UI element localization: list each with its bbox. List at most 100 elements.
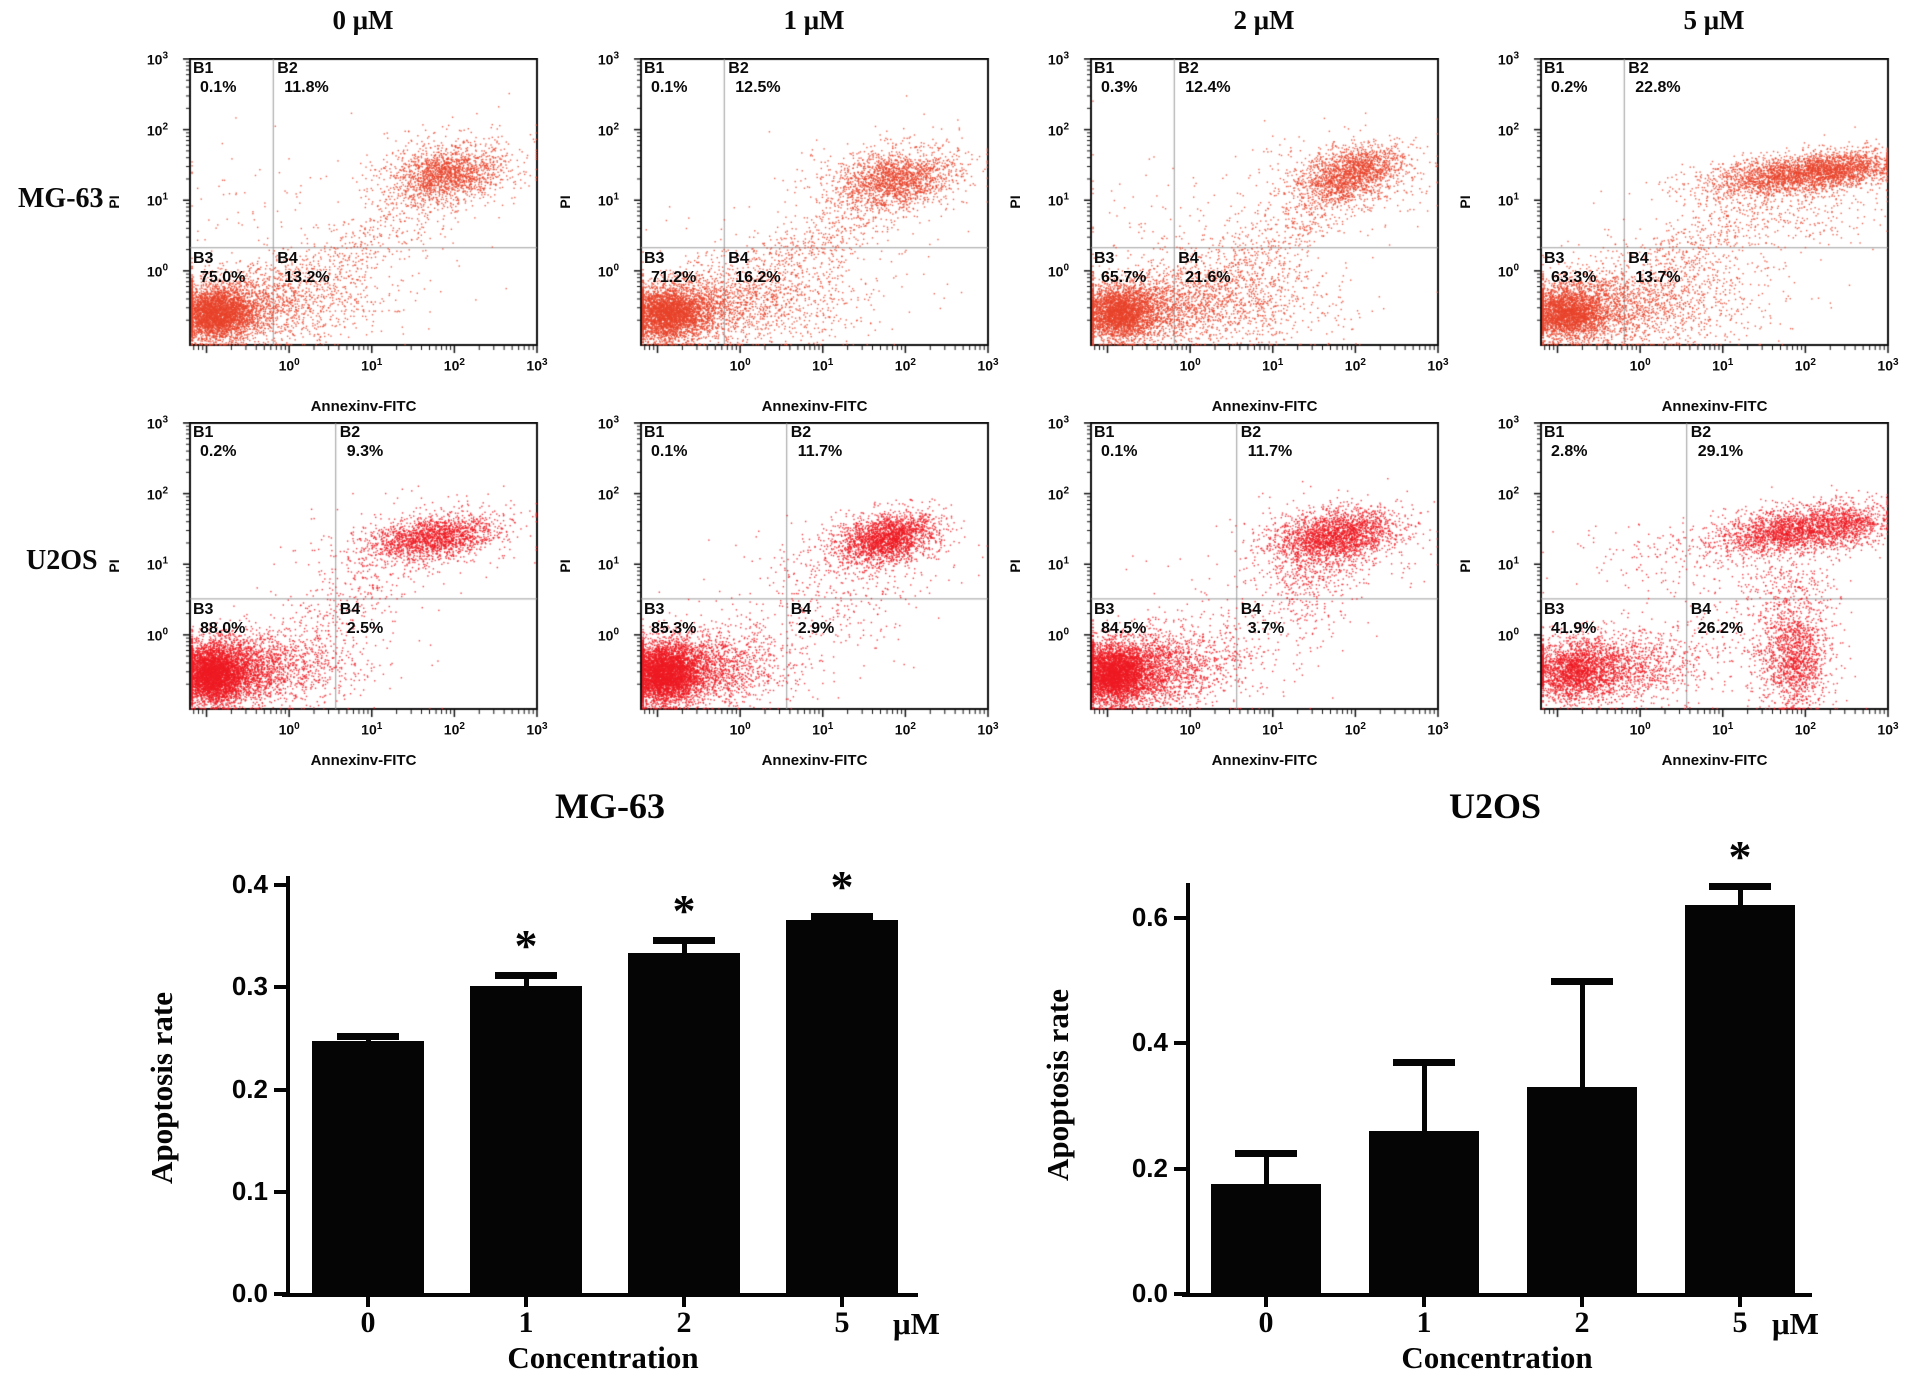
y-axis-tick-label: 101 xyxy=(146,191,168,209)
y-axis-tick-label: 101 xyxy=(1047,555,1069,573)
error-bar-line xyxy=(1579,980,1585,1090)
unit-label-uM: μM xyxy=(893,1306,940,1341)
x-axis-title-annexin: Annexinv-FITC xyxy=(761,752,868,769)
x-axis-tick-label: 103 xyxy=(1427,357,1449,374)
x-axis-tick-label: 102 xyxy=(1344,357,1366,374)
significance-star: * xyxy=(514,920,538,972)
y-axis-tick xyxy=(1174,1292,1186,1296)
error-bar-line xyxy=(523,975,529,989)
bar-2uM xyxy=(628,952,740,1294)
quadrant-label-B4: B4 xyxy=(790,600,812,618)
quadrant-pct-B1: 0.1% xyxy=(651,79,688,96)
flow-panel-U2OS-1μM: B1 0.1% B2 11.7% B3 85.3% B4 2.9% 103 102 101 100 10… xyxy=(557,415,999,769)
error-bar-line xyxy=(1737,886,1743,908)
y-axis-tick-label: 100 xyxy=(597,626,619,644)
y-axis-tick-label: 101 xyxy=(1047,191,1069,209)
flow-scatter-canvas xyxy=(1525,422,1892,737)
quadrant-label-B4: B4 xyxy=(1690,600,1712,618)
y-axis-tick-label: 103 xyxy=(1047,414,1069,432)
flow-scatter-canvas xyxy=(1075,58,1442,373)
y-axis-tick-label: 102 xyxy=(1047,485,1069,502)
quadrant-label-B2: B2 xyxy=(728,60,749,77)
quadrant-pct-B3: 85.3% xyxy=(651,619,697,637)
error-bar-cap xyxy=(652,937,716,945)
x-axis-tick-label: 101 xyxy=(1262,721,1284,738)
x-axis-line xyxy=(282,1293,918,1297)
y-axis-tick xyxy=(274,1292,286,1296)
quadrant-pct-B3: 41.9% xyxy=(1551,619,1597,637)
x-axis-tick-label: 102 xyxy=(894,721,916,738)
quadrant-pct-B3: 75.0% xyxy=(200,268,246,286)
quadrant-label-B1: B1 xyxy=(193,60,214,77)
x-axis-tick-label: 100 xyxy=(1179,721,1201,738)
quadrant-label-B2: B2 xyxy=(1628,60,1649,77)
y-axis-tick-label: 0.2 xyxy=(1131,1152,1168,1183)
chart-title: U2OS xyxy=(1448,786,1542,826)
quadrant-label-B2: B2 xyxy=(1240,424,1262,441)
x-axis-title-annexin: Annexinv-FITC xyxy=(761,398,868,415)
x-axis-title-annexin: Annexinv-FITC xyxy=(310,752,417,769)
x-axis-tick-label: 101 xyxy=(361,721,383,738)
category-label-1: 1 xyxy=(518,1306,534,1339)
x-axis-tick xyxy=(1738,1297,1742,1307)
x-axis-tick-label: 101 xyxy=(361,357,383,374)
quadrant-pct-B4: 13.2% xyxy=(284,268,330,286)
quadrant-label-B4: B4 xyxy=(1628,249,1649,267)
quadrant-label-B1: B1 xyxy=(193,424,214,441)
y-axis-tick-label: 102 xyxy=(1047,121,1069,138)
y-axis-title-pi: PI xyxy=(1007,195,1023,209)
significance-star: * xyxy=(830,860,854,912)
error-bar-cap xyxy=(1709,883,1771,891)
error-bar-line xyxy=(681,940,687,955)
x-axis-tick-label: 100 xyxy=(729,357,751,374)
y-axis-line xyxy=(286,876,290,1296)
quadrant-pct-B3: 88.0% xyxy=(200,619,246,637)
y-axis-tick-label: 101 xyxy=(597,191,619,209)
x-axis-tick-label: 103 xyxy=(977,721,999,738)
quadrant-pct-B3: 63.3% xyxy=(1551,268,1597,286)
significance-star: * xyxy=(672,885,696,937)
error-bar-cap xyxy=(1235,1149,1297,1157)
flow-panel-MG-63-5μM: B1 0.2% B2 22.8% B3 63.3% B4 13.7% 103 102 101 100 1… xyxy=(1457,51,1899,415)
quadrant-pct-B1: 0.2% xyxy=(1551,79,1588,96)
category-label-1: 1 xyxy=(1416,1306,1432,1339)
bar-5uM xyxy=(786,919,898,1294)
y-axis-title-pi: PI xyxy=(106,559,122,573)
x-axis-title-concentration: Concentration xyxy=(1401,1340,1593,1375)
error-bar-cap xyxy=(494,972,558,980)
bar-1uM xyxy=(470,986,582,1294)
y-axis-tick xyxy=(274,883,286,888)
x-axis-title-annexin: Annexinv-FITC xyxy=(1661,398,1768,415)
category-label-0: 0 xyxy=(360,1306,376,1339)
quadrant-label-B1: B1 xyxy=(1544,424,1565,441)
quadrant-label-B3: B3 xyxy=(644,249,665,267)
y-axis-tick xyxy=(274,1087,286,1092)
y-axis-tick-label: 100 xyxy=(1497,626,1519,644)
x-axis-tick-label: 101 xyxy=(1712,721,1734,738)
x-axis-title-annexin: Annexinv-FITC xyxy=(310,398,417,415)
quadrant-pct-B4: 26.2% xyxy=(1697,619,1744,637)
x-axis-tick-label: 103 xyxy=(1877,721,1899,738)
y-axis-tick-label: 102 xyxy=(1497,485,1519,502)
quadrant-pct-B4: 13.7% xyxy=(1635,268,1681,286)
x-axis-tick-label: 103 xyxy=(526,357,548,374)
flow-scatter-canvas xyxy=(625,422,992,737)
x-axis-tick-label: 102 xyxy=(1344,721,1366,738)
x-axis-tick-label: 103 xyxy=(1427,721,1449,738)
x-axis-tick-label: 101 xyxy=(1712,357,1734,374)
quadrant-pct-B1: 2.8% xyxy=(1551,443,1588,460)
x-axis-tick-label: 100 xyxy=(278,357,300,374)
x-axis-tick-label: 102 xyxy=(443,721,465,738)
y-axis-title-pi: PI xyxy=(557,195,573,209)
y-axis-tick-label: 103 xyxy=(1497,50,1519,68)
bar-1uM xyxy=(1369,1130,1479,1294)
quadrant-pct-B1: 0.2% xyxy=(200,443,237,460)
quadrant-pct-B3: 84.5% xyxy=(1101,619,1147,637)
chart-title: MG-63 xyxy=(555,786,665,826)
quadrant-pct-B2: 11.8% xyxy=(284,79,329,96)
quadrant-pct-B2: 12.4% xyxy=(1185,79,1231,96)
flow-scatter-canvas xyxy=(174,58,541,373)
x-axis-tick-label: 100 xyxy=(729,721,751,738)
quadrant-label-B4: B4 xyxy=(339,600,361,618)
